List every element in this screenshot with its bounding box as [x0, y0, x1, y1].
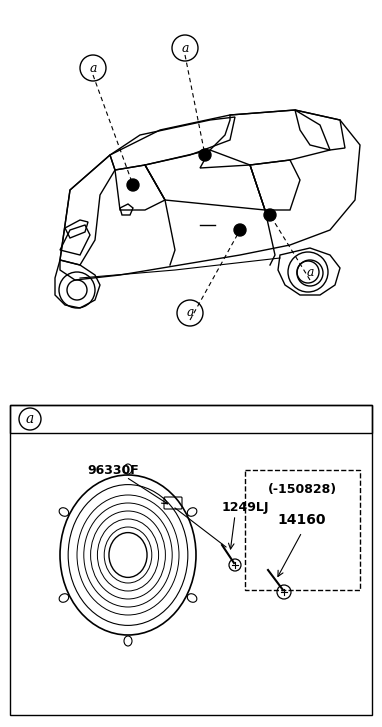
- Bar: [10, 405, 372, 433]
- Circle shape: [199, 149, 211, 161]
- Text: 96330F: 96330F: [87, 465, 139, 478]
- Text: a: a: [26, 412, 34, 426]
- Text: 1249LJ: 1249LJ: [221, 500, 269, 513]
- Circle shape: [234, 224, 246, 236]
- Text: 14160: 14160: [278, 513, 326, 527]
- Circle shape: [264, 209, 276, 221]
- Text: (-150828): (-150828): [267, 483, 337, 497]
- Text: a: a: [89, 62, 97, 74]
- Text: a: a: [306, 267, 314, 279]
- Circle shape: [127, 179, 139, 191]
- Text: a: a: [181, 41, 189, 55]
- Text: a: a: [186, 307, 194, 319]
